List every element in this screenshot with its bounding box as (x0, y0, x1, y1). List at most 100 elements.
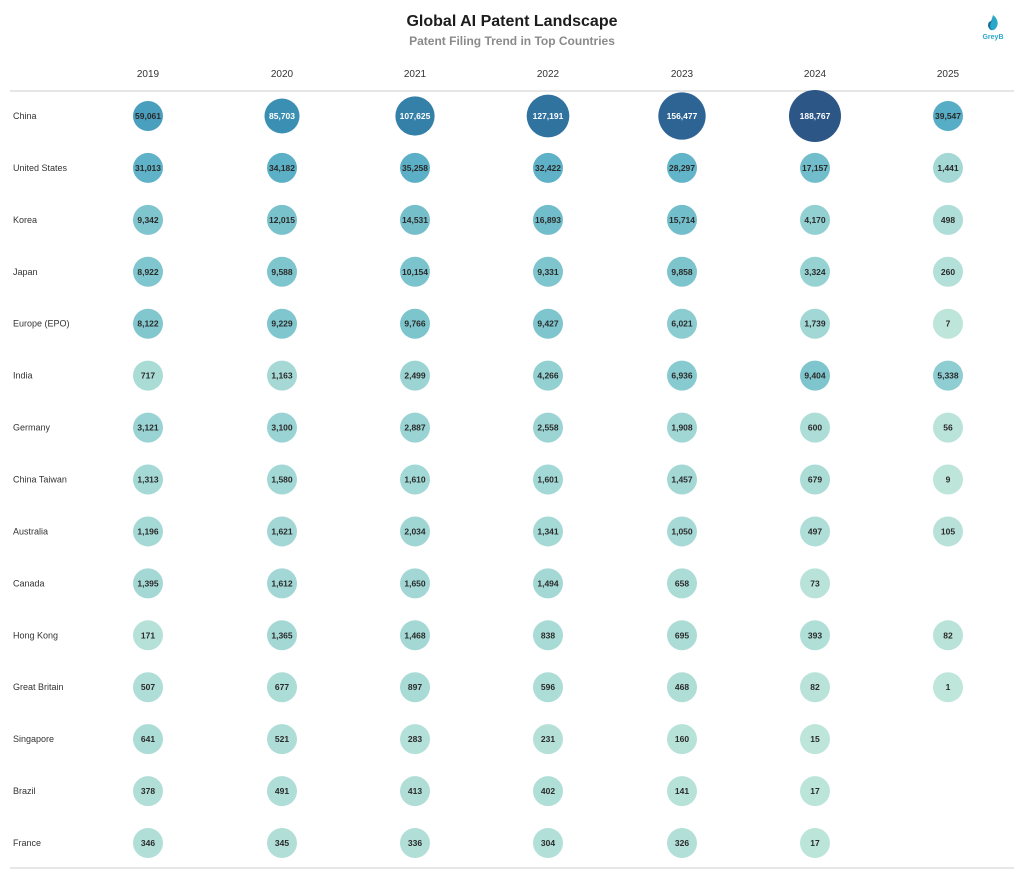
bubble-circle[interactable] (800, 724, 830, 755)
data-bubble[interactable]: 127,191 (526, 94, 570, 138)
bubble-circle[interactable] (800, 204, 830, 235)
bubble-circle[interactable] (667, 724, 697, 755)
data-bubble[interactable]: 9 (933, 464, 963, 495)
data-bubble[interactable]: 16,893 (533, 204, 563, 235)
data-bubble[interactable]: 56 (933, 412, 963, 443)
bubble-circle[interactable] (667, 828, 697, 859)
data-bubble[interactable]: 677 (267, 672, 297, 703)
bubble-circle[interactable] (533, 412, 563, 443)
bubble-circle[interactable] (133, 256, 163, 287)
data-bubble[interactable]: 1,196 (133, 516, 163, 547)
data-bubble[interactable]: 188,767 (789, 90, 841, 142)
bubble-circle[interactable] (667, 204, 697, 235)
data-bubble[interactable]: 641 (133, 724, 163, 755)
data-bubble[interactable]: 346 (133, 828, 163, 859)
bubble-circle[interactable] (400, 256, 430, 287)
data-bubble[interactable]: 160 (667, 724, 697, 755)
bubble-circle[interactable] (533, 828, 563, 859)
data-bubble[interactable]: 1,650 (400, 568, 430, 599)
bubble-circle[interactable] (400, 412, 430, 443)
data-bubble[interactable]: 3,121 (133, 412, 163, 443)
bubble-circle[interactable] (667, 620, 697, 651)
bubble-circle[interactable] (667, 360, 697, 391)
data-bubble[interactable]: 14,531 (400, 204, 430, 235)
data-bubble[interactable]: 9,588 (267, 256, 297, 287)
bubble-circle[interactable] (933, 620, 963, 651)
data-bubble[interactable]: 2,034 (400, 516, 430, 547)
data-bubble[interactable]: 1,365 (267, 620, 297, 651)
bubble-circle[interactable] (533, 620, 563, 651)
data-bubble[interactable]: 283 (400, 724, 430, 755)
bubble-circle[interactable] (400, 464, 430, 495)
bubble-circle[interactable] (267, 256, 297, 287)
bubble-circle[interactable] (267, 412, 297, 443)
data-bubble[interactable]: 4,266 (533, 360, 563, 391)
bubble-circle[interactable] (800, 672, 830, 703)
bubble-circle[interactable] (400, 672, 430, 703)
data-bubble[interactable]: 107,625 (395, 96, 435, 136)
bubble-circle[interactable] (533, 204, 563, 235)
bubble-circle[interactable] (533, 360, 563, 391)
data-bubble[interactable]: 1,457 (667, 464, 697, 495)
bubble-circle[interactable] (533, 256, 563, 287)
data-bubble[interactable]: 32,422 (533, 152, 563, 183)
bubble-circle[interactable] (800, 568, 830, 599)
data-bubble[interactable]: 1,601 (533, 464, 563, 495)
data-bubble[interactable]: 17 (800, 828, 830, 859)
data-bubble[interactable]: 468 (667, 672, 697, 703)
bubble-circle[interactable] (400, 360, 430, 391)
bubble-circle[interactable] (800, 516, 830, 547)
bubble-circle[interactable] (133, 360, 163, 391)
data-bubble[interactable]: 1,610 (400, 464, 430, 495)
bubble-circle[interactable] (533, 724, 563, 755)
bubble-circle[interactable] (267, 204, 297, 235)
bubble-circle[interactable] (133, 308, 163, 339)
data-bubble[interactable]: 717 (133, 360, 163, 391)
data-bubble[interactable]: 413 (400, 776, 430, 807)
bubble-circle[interactable] (133, 516, 163, 547)
bubble-circle[interactable] (933, 204, 963, 235)
bubble-circle[interactable] (658, 92, 706, 140)
data-bubble[interactable]: 9,427 (533, 308, 563, 339)
data-bubble[interactable]: 17,157 (800, 152, 830, 183)
data-bubble[interactable]: 141 (667, 776, 697, 807)
bubble-circle[interactable] (800, 828, 830, 859)
bubble-circle[interactable] (133, 204, 163, 235)
data-bubble[interactable]: 2,887 (400, 412, 430, 443)
bubble-circle[interactable] (667, 672, 697, 703)
data-bubble[interactable]: 35,258 (400, 152, 430, 183)
bubble-circle[interactable] (667, 308, 697, 339)
data-bubble[interactable]: 156,477 (658, 92, 706, 140)
bubble-circle[interactable] (267, 672, 297, 703)
bubble-circle[interactable] (267, 568, 297, 599)
bubble-circle[interactable] (667, 464, 697, 495)
data-bubble[interactable]: 8,122 (133, 308, 163, 339)
data-bubble[interactable]: 9,342 (133, 204, 163, 235)
data-bubble[interactable]: 2,558 (533, 412, 563, 443)
data-bubble[interactable]: 8,922 (133, 256, 163, 287)
bubble-circle[interactable] (267, 776, 297, 807)
data-bubble[interactable]: 1,612 (267, 568, 297, 599)
data-bubble[interactable]: 1,441 (933, 152, 963, 183)
bubble-circle[interactable] (267, 308, 297, 339)
data-bubble[interactable]: 6,936 (667, 360, 697, 391)
data-bubble[interactable]: 73 (800, 568, 830, 599)
data-bubble[interactable]: 304 (533, 828, 563, 859)
data-bubble[interactable]: 695 (667, 620, 697, 651)
data-bubble[interactable]: 82 (800, 672, 830, 703)
bubble-circle[interactable] (667, 776, 697, 807)
bubble-circle[interactable] (533, 568, 563, 599)
bubble-circle[interactable] (400, 152, 430, 183)
data-bubble[interactable]: 658 (667, 568, 697, 599)
data-bubble[interactable]: 378 (133, 776, 163, 807)
data-bubble[interactable]: 231 (533, 724, 563, 755)
data-bubble[interactable]: 326 (667, 828, 697, 859)
bubble-circle[interactable] (533, 152, 563, 183)
data-bubble[interactable]: 5,338 (933, 360, 963, 391)
bubble-circle[interactable] (133, 464, 163, 495)
data-bubble[interactable]: 9,229 (267, 308, 297, 339)
data-bubble[interactable]: 7 (933, 308, 963, 339)
bubble-circle[interactable] (267, 464, 297, 495)
bubble-circle[interactable] (533, 464, 563, 495)
bubble-circle[interactable] (264, 98, 300, 134)
